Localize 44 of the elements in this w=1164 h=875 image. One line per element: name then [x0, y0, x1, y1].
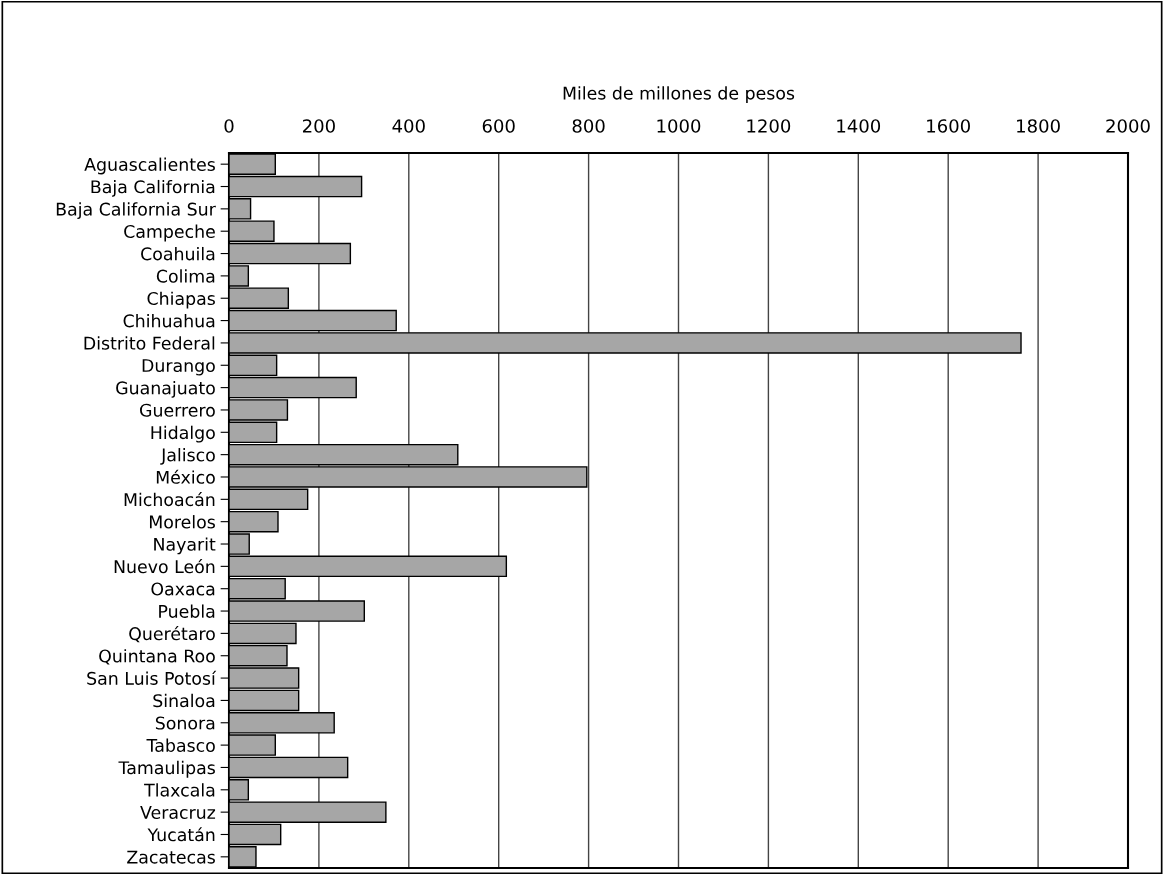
x-tick-label: 2000 — [1106, 119, 1150, 133]
x-tick-label: 1200 — [747, 119, 791, 133]
y-tick-label: Morelos — [149, 515, 215, 529]
y-tick-label: Tamaulipas — [118, 760, 215, 778]
y-tick-label: Guanajuato — [116, 381, 215, 398]
x-tick-label: 400 — [392, 119, 425, 133]
x-tick-label: 1800 — [1017, 119, 1060, 133]
y-tick-label: Yucatán — [147, 827, 215, 842]
y-tick-label: Chihuahua — [123, 313, 215, 328]
y-tick-label: Tabasco — [146, 738, 215, 752]
y-tick-label: Hidalgo — [151, 425, 215, 443]
y-tick-label: Michoacán — [124, 492, 215, 507]
y-tick-label: Zacatecas — [127, 850, 215, 864]
x-tick-label: 1600 — [927, 119, 970, 133]
y-tick-label: México — [156, 469, 215, 484]
y-tick-label: Nuevo León — [114, 559, 215, 574]
y-tick-label: Coahuila — [141, 246, 215, 261]
x-tick-label: 800 — [572, 119, 605, 133]
x-axis-title: Miles de millones de pesos — [563, 86, 795, 104]
y-tick-label: Campeche — [124, 224, 215, 242]
x-tick-label: 600 — [482, 119, 515, 133]
y-tick-label: Querétaro — [129, 626, 215, 643]
y-tick-label: Puebla — [159, 604, 215, 618]
y-tick-label: Sonora — [155, 716, 215, 730]
y-tick-label: Durango — [142, 359, 215, 376]
x-tick-label: 0 — [224, 119, 234, 133]
y-tick-label: Colima — [156, 269, 215, 283]
y-tick-label: Tlaxcala — [144, 783, 215, 797]
y-tick-label: Oaxaca — [151, 582, 215, 596]
x-tick-label: 200 — [302, 119, 335, 133]
y-tick-label: Baja California — [91, 179, 215, 197]
x-tick-label: 1000 — [657, 119, 701, 133]
y-tick-label: Nayarit — [154, 537, 216, 555]
y-tick-label: San Luis Potosí — [87, 670, 217, 685]
y-tick-label: Jalisco — [160, 448, 215, 465]
y-tick-label: Quintana Roo — [99, 649, 215, 665]
y-tick-label: Veracruz — [140, 806, 216, 819]
y-tick-label: Guerrero — [140, 403, 215, 417]
y-tick-label: Chiapas — [147, 291, 215, 309]
y-tick-label: Baja California Sur — [56, 202, 216, 220]
x-tick-label: 1400 — [837, 119, 881, 133]
y-tick-label: Aguascalientes — [84, 157, 215, 175]
y-tick-label: Sinaloa — [153, 693, 215, 708]
y-tick-label: Distrito Federal — [84, 336, 215, 350]
